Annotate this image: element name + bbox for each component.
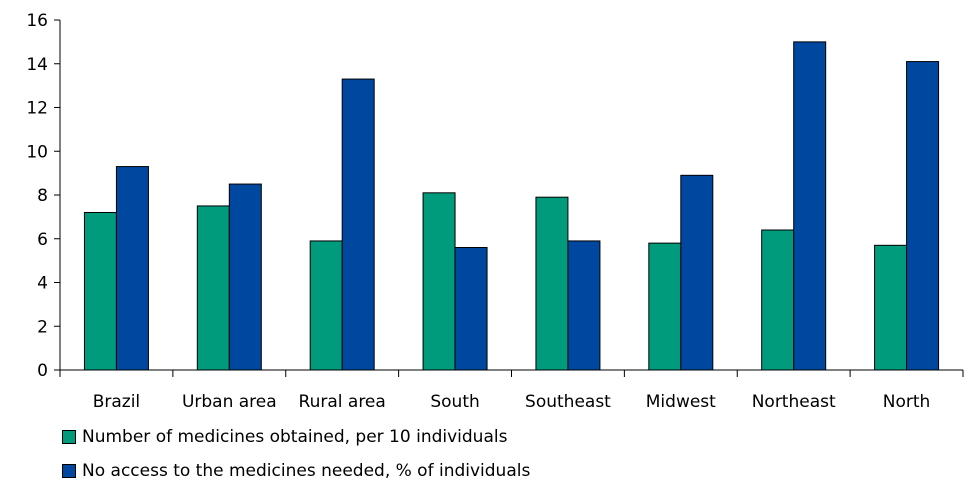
y-tick-label: 4 <box>37 274 48 294</box>
x-axis-category-labels: Brazil Urban area Rural area South Southeast… <box>93 392 931 412</box>
x-category-label: Southeast <box>525 392 611 412</box>
y-tick-label: 12 <box>26 99 48 119</box>
x-category-label: Rural area <box>299 392 386 412</box>
legend-swatch-series-2 <box>62 464 76 478</box>
bar-series-1 <box>196 205 230 371</box>
x-category-label: Northeast <box>752 392 836 412</box>
y-tick-label: 0 <box>37 361 48 381</box>
bar-series-2 <box>793 41 827 371</box>
bar-series-1 <box>648 242 682 371</box>
y-tick-label: 2 <box>37 317 48 337</box>
legend-label-series-2: No access to the medicines needed, % of … <box>82 461 531 481</box>
bar-series-2 <box>341 78 375 371</box>
bar-series-1 <box>761 229 795 371</box>
bar-series-1 <box>535 196 569 371</box>
y-tick-label: 14 <box>26 55 48 75</box>
bar-series-2 <box>567 240 601 371</box>
x-category-label: Brazil <box>93 392 140 412</box>
x-category-label: Midwest <box>646 392 716 412</box>
legend-swatch-series-1 <box>62 430 76 444</box>
y-tick-label: 16 <box>26 11 48 31</box>
legend: Number of medicines obtained, per 10 ind… <box>62 426 530 494</box>
x-category-label: South <box>430 392 479 412</box>
bar-series-2 <box>115 166 149 371</box>
bars <box>83 41 940 371</box>
x-category-label: Urban area <box>182 392 277 412</box>
y-tick-label: 8 <box>37 186 48 206</box>
y-axis-ticks: 0 2 4 6 8 10 12 14 16 <box>26 11 60 381</box>
bar-series-2 <box>454 247 488 371</box>
bar-series-1 <box>874 244 908 371</box>
y-tick-label: 6 <box>37 230 48 250</box>
bar-series-2 <box>228 183 262 371</box>
y-tick-label: 10 <box>26 142 48 162</box>
bar-chart: 0 2 4 6 8 10 12 14 16 Brazil Urban area Rural area… <box>26 11 964 412</box>
x-category-label: North <box>883 392 931 412</box>
bar-series-1 <box>83 212 117 371</box>
bar-series-2 <box>906 61 940 371</box>
legend-item-series-1: Number of medicines obtained, per 10 ind… <box>62 426 530 448</box>
x-axis-ticks <box>59 370 964 377</box>
legend-item-series-2: No access to the medicines needed, % of … <box>62 460 530 482</box>
bar-series-1 <box>422 192 456 371</box>
bar-series-2 <box>680 174 714 371</box>
legend-label-series-1: Number of medicines obtained, per 10 ind… <box>82 427 508 447</box>
bar-series-1 <box>309 240 343 371</box>
